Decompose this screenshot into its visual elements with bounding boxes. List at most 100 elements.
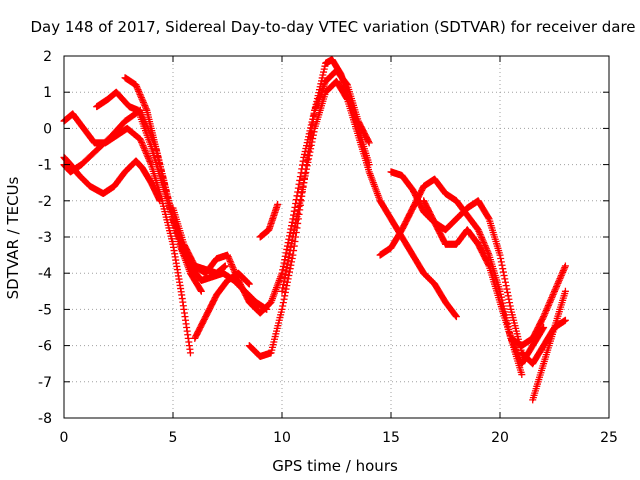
data-point (309, 135, 317, 143)
series-arc (387, 168, 569, 368)
data-point (555, 278, 563, 286)
data-point (308, 138, 316, 146)
data-point (295, 180, 303, 188)
data-point (286, 228, 294, 236)
data-point (230, 265, 238, 273)
data-point (452, 312, 460, 320)
data-point (549, 290, 557, 298)
data-point (304, 158, 312, 166)
data-point (294, 206, 302, 214)
series-arc (420, 197, 526, 379)
data-points (60, 56, 569, 404)
data-point (482, 243, 490, 251)
data-point (245, 279, 253, 287)
data-point (561, 316, 569, 324)
data-point (139, 97, 147, 105)
data-point (480, 240, 488, 248)
data-point (561, 262, 569, 270)
data-point (499, 265, 507, 273)
data-point (291, 223, 299, 231)
data-point (475, 227, 483, 235)
data-point (499, 268, 507, 276)
data-point (138, 140, 146, 148)
data-point (506, 302, 514, 310)
data-point (138, 138, 146, 146)
data-point (294, 209, 302, 217)
data-point (307, 145, 315, 153)
data-point (552, 284, 560, 292)
data-point (280, 259, 288, 267)
data-point (484, 214, 492, 222)
data-point (226, 256, 234, 264)
chart-title: Day 148 of 2017, Sidereal Day-to-day VTE… (30, 18, 635, 36)
data-point (496, 251, 504, 259)
data-point (138, 95, 146, 103)
data-point (137, 92, 145, 100)
data-point (301, 172, 309, 180)
x-tick-label: 20 (491, 430, 509, 446)
data-point (298, 189, 306, 197)
data-point (245, 280, 253, 288)
x-tick-label: 25 (600, 430, 618, 446)
data-point (307, 141, 315, 149)
data-point (133, 84, 141, 92)
data-point (139, 142, 147, 150)
y-tick-label: -3 (38, 230, 52, 246)
data-point (293, 213, 301, 221)
data-point (501, 275, 509, 283)
data-point (299, 182, 307, 190)
data-point (482, 245, 490, 253)
data-point (140, 100, 148, 108)
y-tick-label: -8 (38, 411, 52, 427)
data-point (560, 265, 568, 273)
data-point (503, 285, 511, 293)
series-arc (529, 287, 569, 404)
data-point (285, 253, 293, 261)
data-point (278, 305, 286, 313)
y-axis-label: SDTVAR / TECUs (4, 176, 22, 299)
data-point (288, 254, 296, 262)
data-point (544, 303, 552, 311)
data-point (292, 216, 300, 224)
data-point (500, 271, 508, 279)
data-point (281, 270, 289, 278)
series-arc (256, 200, 282, 241)
data-point (542, 306, 550, 314)
data-point (559, 267, 567, 275)
data-point (283, 245, 291, 253)
data-point (278, 287, 286, 295)
data-point (502, 282, 510, 290)
data-point (287, 243, 295, 251)
data-point (554, 279, 562, 287)
data-point (365, 138, 373, 146)
data-point (140, 143, 148, 151)
data-point (227, 259, 235, 267)
y-tick-label: 0 (43, 121, 52, 137)
data-point (142, 105, 150, 113)
data-point (289, 233, 297, 241)
y-tick-label: -6 (38, 339, 52, 355)
data-point (144, 154, 152, 162)
data-point (305, 155, 313, 163)
data-point (279, 281, 287, 289)
series-arc (60, 153, 164, 205)
data-point (557, 271, 565, 279)
series-arc (507, 262, 569, 350)
series-arc (278, 77, 460, 321)
y-tick-label: 1 (43, 85, 52, 101)
data-point (287, 261, 295, 269)
data-point (303, 162, 311, 170)
y-tick-label: -5 (38, 302, 52, 318)
data-point (452, 313, 460, 321)
data-point (481, 242, 489, 250)
data-point (553, 283, 561, 291)
data-point (197, 287, 205, 295)
series-arc (60, 110, 194, 357)
data-point (483, 246, 491, 254)
data-point (228, 262, 236, 270)
data-point (290, 226, 298, 234)
data-point (140, 145, 148, 153)
data-point (285, 271, 293, 279)
